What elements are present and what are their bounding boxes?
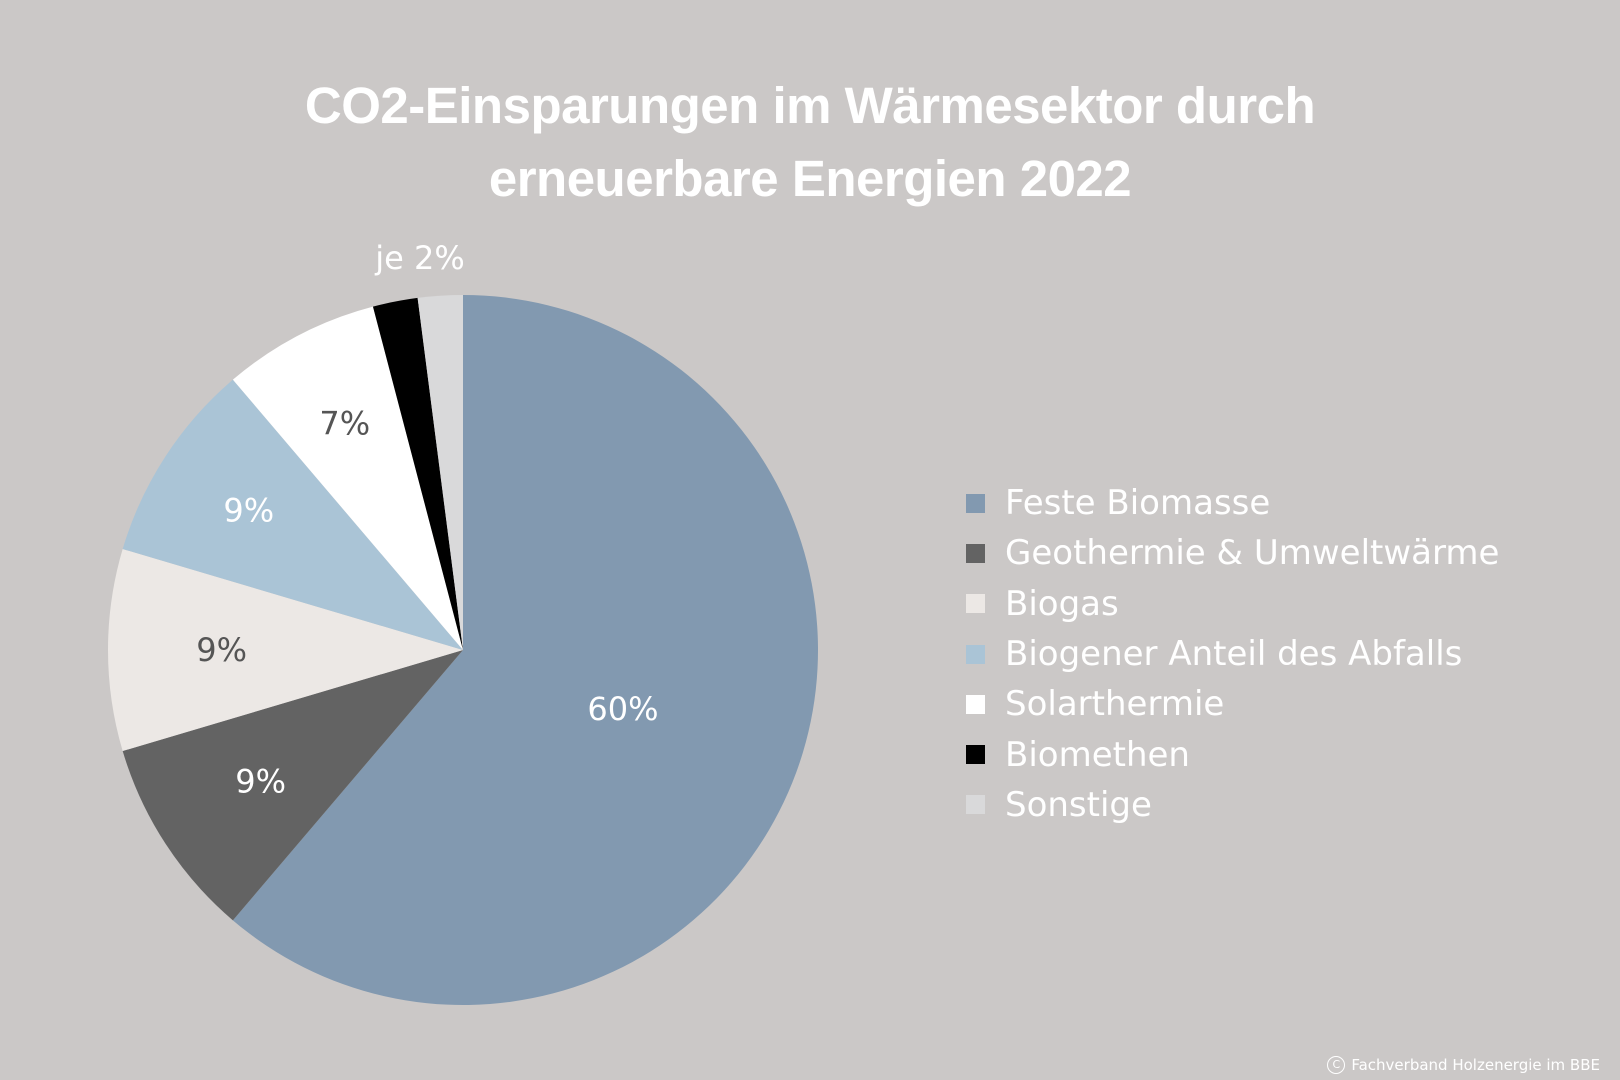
legend-swatch bbox=[966, 644, 985, 664]
chart-legend: Feste Biomasse Geothermie & Umweltwärme Bi… bbox=[966, 478, 1499, 830]
legend-label: Biogas bbox=[1005, 583, 1119, 624]
legend-label: Biomethen bbox=[1005, 734, 1190, 775]
credit-text: Fachverband Holzenergie im BBE bbox=[1351, 1056, 1600, 1074]
chart-title-line-1: CO2-Einsparungen im Wärmesektor durch bbox=[304, 77, 1316, 134]
legend-item-biogas: Biogas bbox=[966, 579, 1499, 629]
copyright-credit: C Fachverband Holzenergie im BBE bbox=[1327, 1056, 1600, 1074]
legend-label: Solarthermie bbox=[1005, 684, 1225, 725]
legend-swatch bbox=[966, 543, 985, 563]
legend-label: Biogener Anteil des Abfalls bbox=[1005, 634, 1463, 675]
legend-swatch bbox=[966, 694, 985, 714]
copyright-icon: C bbox=[1327, 1056, 1346, 1074]
data-label-biogas: 9% bbox=[196, 631, 247, 669]
pie-slice-biogener-anteil-des-abfalls bbox=[122, 379, 463, 650]
data-label-geothermie-und-umweltwärme: 9% bbox=[235, 763, 286, 801]
pie-slice-geothermie-und-umweltwärme bbox=[122, 650, 463, 921]
legend-item-biogener-anteil-des-abfalls: Biogener Anteil des Abfalls bbox=[966, 629, 1499, 679]
legend-item-biomethen: Biomethen bbox=[966, 729, 1499, 779]
legend-item-sonstige: Sonstige bbox=[966, 780, 1499, 830]
legend-label: Geothermie & Umweltwärme bbox=[1005, 533, 1500, 574]
pie-slice-biogas bbox=[108, 548, 463, 752]
legend-label: Sonstige bbox=[1005, 784, 1152, 825]
legend-swatch bbox=[966, 745, 985, 765]
data-label-feste-biomasse: 60% bbox=[587, 690, 658, 728]
pie-slice-sonstige bbox=[417, 295, 463, 650]
data-label-biogener-anteil-des-abfalls: 9% bbox=[223, 492, 274, 530]
legend-item-solarthermie: Solarthermie bbox=[966, 679, 1499, 729]
data-label-shared-small-slices: je 2% bbox=[374, 239, 465, 277]
pie-slice-feste-biomasse bbox=[232, 295, 819, 1005]
chart-title-line-2: erneuerbare Energien 2022 bbox=[488, 150, 1132, 207]
pie-slice-solarthermie bbox=[232, 306, 463, 650]
legend-swatch bbox=[966, 795, 985, 815]
legend-item-geothermie-und-umweltwärme: Geothermie & Umweltwärme bbox=[966, 528, 1499, 578]
data-label-solarthermie: 7% bbox=[319, 404, 370, 442]
legend-item-feste-biomasse: Feste Biomasse bbox=[966, 478, 1499, 528]
legend-swatch bbox=[966, 594, 985, 614]
pie-slice-biomethen bbox=[372, 297, 463, 650]
legend-label: Feste Biomasse bbox=[1005, 483, 1271, 524]
legend-swatch bbox=[966, 493, 985, 513]
